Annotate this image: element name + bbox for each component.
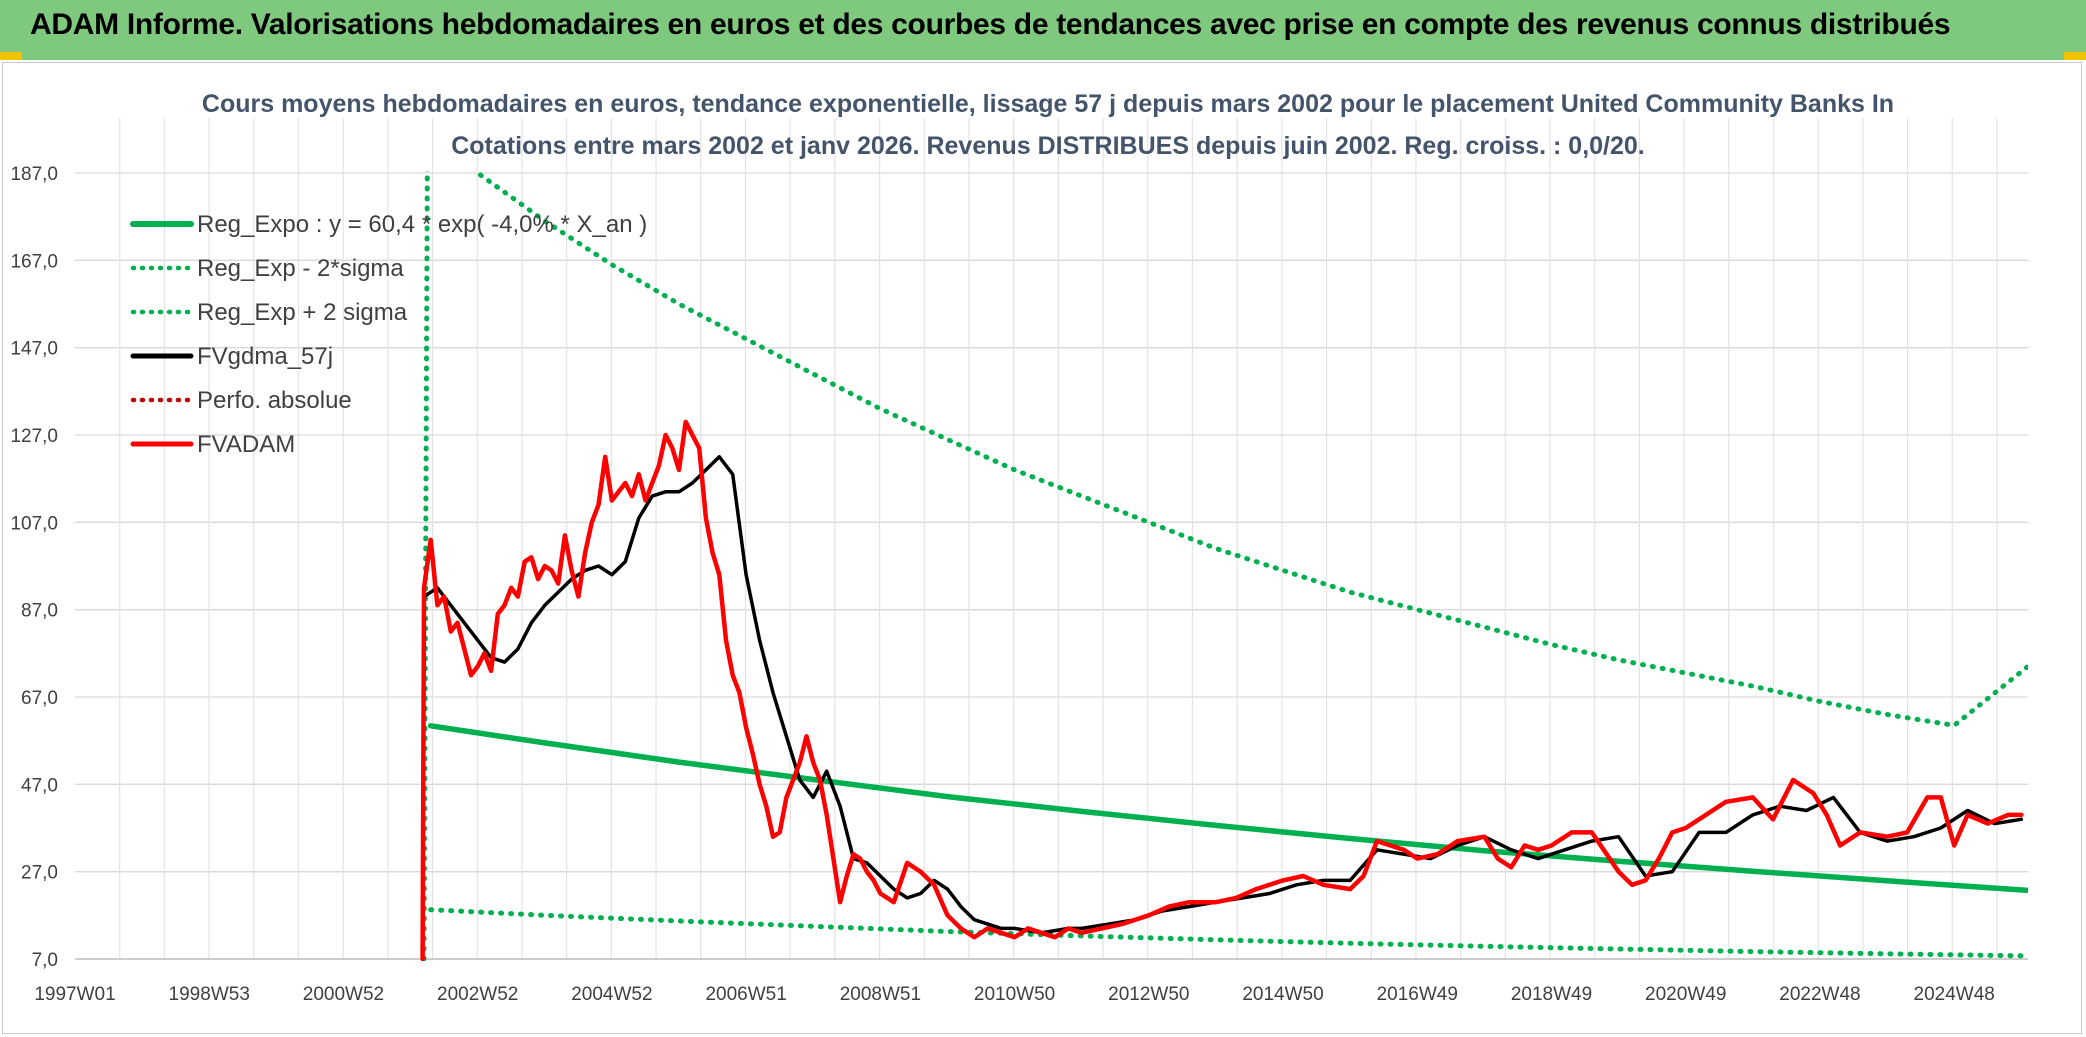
series-line-5 [420,419,2024,961]
y-tick-label: 187,0 [10,164,58,185]
x-tick-label: 2012W50 [1108,984,1189,1005]
legend-label: FVgdma_57j [197,343,333,370]
grid [75,118,2028,960]
series-line-1 [428,907,2028,959]
y-tick-label: 87,0 [21,601,58,622]
legend-label: Reg_Exp + 2 sigma [197,299,408,326]
y-tick-label: 107,0 [10,513,58,534]
x-tick-label: 2006W51 [705,984,786,1005]
y-tick-label: 67,0 [21,688,58,709]
banner-accent-left [0,52,22,60]
series-lines [420,171,2028,961]
x-tick-label: 2010W50 [974,984,1055,1005]
x-tick-label: 2000W52 [303,984,384,1005]
x-tick-label: 2014W50 [1242,984,1323,1005]
y-tick-label: 7,0 [32,950,58,971]
x-tick-label: 1997W01 [34,984,115,1005]
legend-label: Reg_Exp - 2*sigma [197,255,404,282]
legend: Reg_Expo : y = 60,4 * exp( -4,0% * X_an … [130,211,647,458]
series-line-2 [421,171,2028,961]
x-tick-label: 2016W49 [1377,984,1458,1005]
x-tick-label: 1998W53 [169,984,250,1005]
series-line-3 [422,455,2024,935]
y-tick-label: 147,0 [10,339,58,360]
legend-label: Perfo. absolue [197,387,352,414]
x-tick-label: 2002W52 [437,984,518,1005]
y-tick-label: 167,0 [10,251,58,272]
y-tick-label: 47,0 [21,775,58,796]
chart-subtitle: Cotations entre mars 2002 et janv 2026. … [451,132,1645,160]
chart-title: Cours moyens hebdomadaires en euros, ten… [202,90,1894,118]
x-tick-label: 2020W49 [1645,984,1726,1005]
y-tick-label: 27,0 [21,863,58,884]
banner-title: ADAM Informe. Valorisations hebdomadaire… [30,8,1951,41]
x-tick-label: 2024W48 [1914,984,1995,1005]
series-line-0 [427,723,2028,894]
axis-ticks: 187,0 167,0 147,0 127,0 107,0 87,0 67,0 47,0 27,… [10,164,1994,1005]
banner-accent-right [2064,52,2086,60]
x-tick-label: 2022W48 [1779,984,1860,1005]
x-tick-label: 2008W51 [840,984,921,1005]
legend-label: Reg_Expo : y = 60,4 * exp( -4,0% * X_an … [197,211,647,238]
x-tick-label: 2004W52 [571,984,652,1005]
chart-frame [2,62,2082,1034]
y-tick-label: 127,0 [10,426,58,447]
title-banner: ADAM Informe. Valorisations hebdomadaire… [0,0,2086,60]
legend-label: FVADAM [197,431,295,458]
x-tick-label: 2018W49 [1511,984,1592,1005]
